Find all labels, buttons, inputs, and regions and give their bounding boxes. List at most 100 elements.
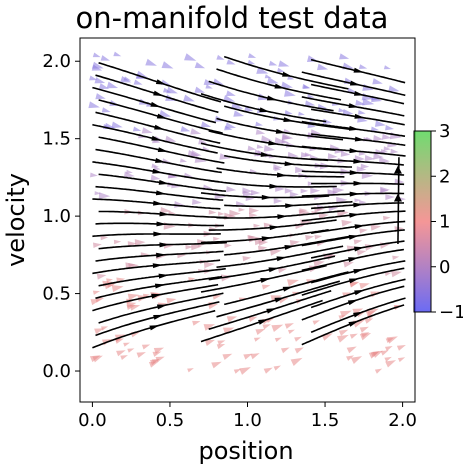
quiver-marker <box>289 191 299 198</box>
quiver-marker <box>134 239 146 246</box>
streamline-arrow <box>151 135 162 141</box>
streamline-arrow <box>349 80 361 86</box>
quiver-marker <box>166 297 177 304</box>
quiver-marker <box>283 89 296 97</box>
quiver-marker <box>384 272 392 277</box>
quiver-marker <box>239 367 251 375</box>
quiver-marker <box>148 361 159 368</box>
quiver-marker <box>198 138 208 145</box>
quiver-marker <box>94 328 104 335</box>
quiver-marker <box>269 248 282 256</box>
quiver-marker <box>233 110 245 117</box>
quiver-marker <box>283 128 291 133</box>
quiver-marker <box>295 166 306 174</box>
quiver-marker <box>184 53 197 61</box>
quiver-marker <box>357 109 366 115</box>
quiver-marker <box>150 174 161 181</box>
quiver-marker <box>191 243 202 251</box>
quiver-marker <box>263 222 273 228</box>
quiver-marker <box>226 316 238 323</box>
quiver-marker <box>280 81 293 89</box>
streamline-arrow <box>156 221 167 227</box>
quiver-marker <box>342 108 354 116</box>
quiver-marker <box>216 344 226 350</box>
streamline-arrow <box>159 242 170 248</box>
streamline-arrow <box>157 147 169 153</box>
quiver-marker <box>339 310 352 318</box>
quiver-marker <box>327 153 338 160</box>
quiver-marker <box>313 260 325 268</box>
quiver-marker <box>359 326 369 333</box>
quiver-marker <box>273 198 283 204</box>
quiver-marker <box>194 62 206 69</box>
streamline-arrow <box>274 297 285 303</box>
y-axis-ticks: 0.0 0.5 1.0 1.5 2.0 <box>42 51 80 382</box>
streamline-arrow <box>274 83 285 89</box>
quiver-marker <box>289 240 300 247</box>
quiver-marker <box>163 222 176 230</box>
quiver-marker <box>284 188 294 194</box>
quiver-marker <box>277 67 285 73</box>
quiver-marker <box>263 145 275 152</box>
quiver-marker <box>151 163 159 168</box>
colorbar-tick-label: 0 <box>439 257 450 278</box>
quiver-marker <box>92 242 102 248</box>
quiver-marker <box>262 324 271 330</box>
quiver-marker <box>104 283 115 290</box>
x-tick-label: 1.0 <box>233 410 262 431</box>
quiver-marker <box>364 318 374 324</box>
quiver-marker <box>384 346 393 352</box>
streamline-arrow <box>348 125 360 131</box>
colorbar-ticks: −1 0 1 2 3 <box>431 121 463 323</box>
quiver-marker <box>194 86 206 93</box>
quiver-marker <box>284 323 294 329</box>
quiver-marker <box>192 320 201 326</box>
y-axis-label: velocity <box>2 173 30 267</box>
colorbar-tick-label: −1 <box>439 302 463 323</box>
quiver-marker <box>384 356 392 362</box>
streamline-arrow <box>353 269 364 274</box>
quiver-marker <box>373 135 384 142</box>
x-tick-label: 2.0 <box>388 410 417 431</box>
streamline-arrow <box>155 158 166 163</box>
quiver-marker <box>374 120 386 127</box>
quiver-marker <box>277 267 287 274</box>
quiver-marker <box>388 85 400 93</box>
quiver-marker <box>372 78 383 85</box>
streamline-arrow <box>285 203 296 209</box>
streamline-arrow <box>353 311 364 318</box>
streamline-arrow <box>151 293 162 299</box>
streamline-arrow <box>155 190 167 196</box>
streamline-arrow <box>354 289 365 296</box>
quiver-marker <box>179 158 188 163</box>
streamline-arrow <box>268 267 279 273</box>
quiver-marker <box>125 262 136 269</box>
quiver-marker <box>247 145 257 151</box>
quiver-marker <box>255 328 266 335</box>
quiver-marker <box>350 356 363 364</box>
quiver-marker <box>392 255 400 260</box>
streamline-arrow <box>149 325 160 331</box>
chart-title: on-manifold test data <box>76 1 389 35</box>
streamline-arrow <box>348 257 359 263</box>
quiver-marker <box>92 290 101 295</box>
quiver-marker <box>298 111 305 116</box>
x-tick-label: 1.5 <box>311 410 340 431</box>
quiver-marker <box>106 81 119 89</box>
quiver-marker <box>385 124 395 131</box>
streamline-arrow <box>282 71 293 77</box>
quiver-marker <box>113 239 122 245</box>
quiver-marker <box>242 187 253 194</box>
streamline-arrow <box>260 151 271 157</box>
quiver-marker <box>89 75 98 81</box>
streamline-arrow <box>152 168 163 174</box>
quiver-marker <box>310 187 321 194</box>
quiver-marker <box>322 118 333 125</box>
streamline-arrow <box>156 113 168 119</box>
x-axis-ticks: 0.0 0.5 1.0 1.5 2.0 <box>78 402 417 431</box>
quiver-marker <box>332 186 345 195</box>
streamline-arrow <box>276 256 287 262</box>
quiver-marker <box>359 228 368 234</box>
quiver-marker <box>248 316 258 322</box>
quiver-marker <box>339 53 350 60</box>
